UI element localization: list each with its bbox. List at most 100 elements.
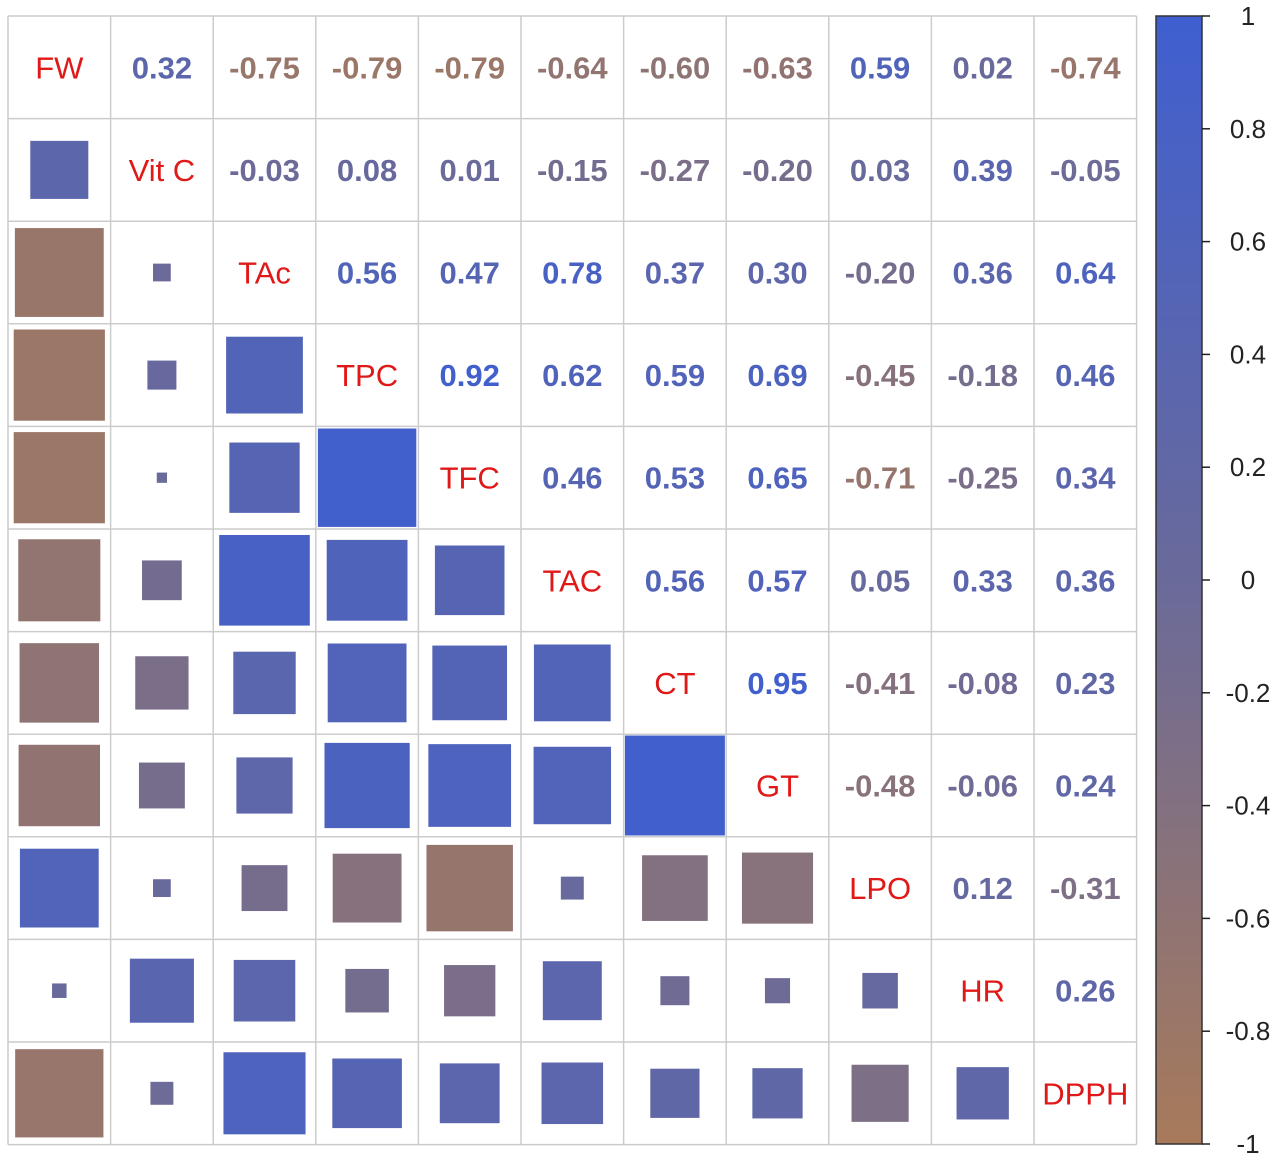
correlation-square [15,1049,104,1138]
correlation-square [142,560,182,601]
correlation-value-label: 0.95 [747,666,807,701]
colorbar-tick-label: 0.4 [1230,339,1266,369]
correlation-square [129,958,194,1023]
correlation-square [317,428,417,527]
correlation-square [219,534,310,626]
correlation-square [14,228,104,317]
correlation-square [345,968,389,1013]
correlation-square [533,746,612,825]
correlation-value-label: 0.05 [850,563,910,598]
correlation-value-label: -0.31 [1050,871,1121,906]
correlation-value-label: 0.24 [1055,769,1116,804]
correlation-value-label: 0.47 [440,256,500,291]
correlation-square [851,1064,909,1122]
correlation-value-label: 0.59 [850,50,910,85]
correlation-value-label: 0.36 [953,256,1013,291]
correlation-value-label: 0.39 [953,153,1013,188]
colorbar-gradient [1155,15,1203,1145]
correlation-value-label: -0.08 [947,666,1018,701]
correlation-square [326,539,408,621]
correlation-square [327,643,407,723]
correlation-square [150,1081,174,1105]
diagonal-variable-label: LPO [849,871,911,906]
correlation-square [434,545,505,616]
correlation-square [30,140,89,199]
correlation-square [135,656,189,710]
correlation-value-label: 0.32 [132,50,192,85]
correlation-square [426,844,513,932]
correlation-square [660,976,690,1006]
matrix-grid [7,15,1138,1146]
correlation-square [764,978,791,1004]
colorbar-tick-label: -1 [1236,1129,1259,1159]
correlation-value-label: 0.36 [1055,563,1115,598]
colorbar-tick-label: -0.6 [1226,903,1271,933]
correlation-square [428,744,512,827]
correlation-value-label: 0.03 [850,153,910,188]
correlation-square [138,762,185,809]
correlation-value-label: 0.33 [953,563,1013,598]
colorbar-tick-label: 0.6 [1230,227,1266,257]
correlation-value-label: -0.64 [537,50,608,85]
correlation-square [533,644,611,722]
correlation-value-label: 0.65 [747,461,807,496]
matrix-background [8,16,1137,1145]
correlation-square [233,959,296,1022]
correlation-value-label: -0.18 [947,358,1018,393]
correlation-value-label: 0.62 [542,358,602,393]
diagonal-variable-label: CT [654,666,695,701]
diagonal-variable-label: TAC [542,563,602,598]
diagonal-variable-label: DPPH [1042,1076,1128,1111]
correlation-square [52,983,67,998]
correlation-value-label: 0.37 [645,256,705,291]
correlation-value-label: 0.12 [953,871,1013,906]
correlation-square [642,855,708,921]
correlation-square [956,1067,1009,1120]
correlation-value-label: 0.26 [1055,974,1115,1009]
correlation-value-label: -0.75 [229,50,300,85]
correlation-value-label: -0.27 [640,153,711,188]
correlation-value-label: -0.41 [845,666,916,701]
correlation-square [439,1063,500,1124]
correlation-square [542,961,602,1021]
correlation-square [236,757,293,814]
diagonal-variable-label: TFC [440,461,500,496]
correlation-value-label: -0.79 [332,50,403,85]
correlation-value-label: -0.45 [845,358,916,393]
correlation-square [223,1052,306,1135]
correlation-value-label: 0.92 [440,358,500,393]
correlation-value-label: 0.46 [542,461,602,496]
colorbar-tick-label: 1 [1241,1,1255,31]
correlation-square [541,1062,604,1125]
matrix-cells: FW 0.32 -0.75 -0.79 -0.79 -0.64 -0.60 -0.63 0.59… [13,50,1128,1138]
correlation-square [18,744,101,827]
diagonal-variable-label: TPC [336,358,398,393]
colorbar-tick-label: 0.8 [1230,114,1266,144]
diagonal-variable-label: FW [35,50,84,85]
colorbar: 1 0.8 0.6 0.4 0.2 0 -0.2 -0.4 -0.6 -0.8 -1 [1155,1,1271,1159]
correlation-square [241,865,288,912]
diagonal-variable-label: Vit C [129,153,196,188]
correlation-value-label: -0.25 [947,461,1018,496]
correlation-square [324,742,410,829]
correlation-value-label: 0.23 [1055,666,1115,701]
correlation-square [650,1068,700,1118]
colorbar-tick-label: -0.2 [1226,678,1271,708]
correlation-square [233,651,296,715]
correlation-value-label: -0.20 [845,256,916,291]
correlation-value-label: -0.15 [537,153,608,188]
correlation-value-label: -0.79 [434,50,505,85]
correlation-value-label: 0.69 [747,358,807,393]
correlation-square [19,848,99,928]
correlation-square [432,645,508,721]
diagonal-variable-label: TAc [238,256,291,291]
correlation-value-label: 0.46 [1055,358,1115,393]
colorbar-tick-label: 0 [1241,565,1255,595]
correlation-square [229,442,300,513]
correlation-value-label: 0.53 [645,461,705,496]
correlation-square [226,336,303,414]
correlation-value-label: 0.59 [645,358,705,393]
colorbar-tick-label: -0.4 [1226,791,1271,821]
correlation-value-label: -0.06 [947,769,1018,804]
